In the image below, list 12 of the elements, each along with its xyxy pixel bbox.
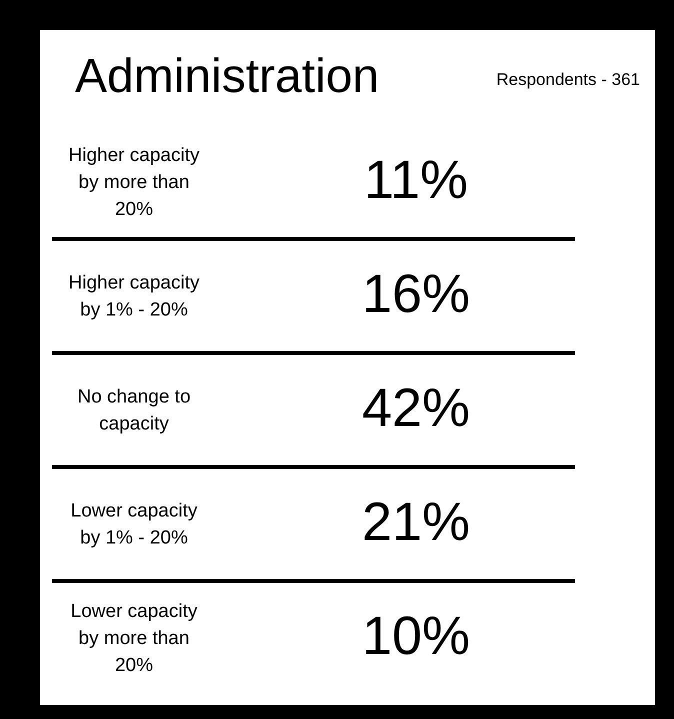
data-label: 10% <box>362 606 470 666</box>
category-label: Lower capacity by 1% - 20% <box>70 500 198 548</box>
category-label: No change to capacity <box>77 386 191 434</box>
category-label: Higher capacity by 1% - 20% <box>68 272 200 320</box>
text: Respondents - 361 <box>496 70 640 89</box>
category-label: Higher capacity by more than 20% <box>68 145 200 220</box>
data-label: 11% <box>364 150 468 210</box>
data-label: 42% <box>362 378 470 438</box>
data-label: 16% <box>362 264 470 324</box>
data-label: 21% <box>362 492 470 552</box>
text: Administration <box>75 50 380 103</box>
category-label: Lower capacity by more than 20% <box>70 601 198 676</box>
